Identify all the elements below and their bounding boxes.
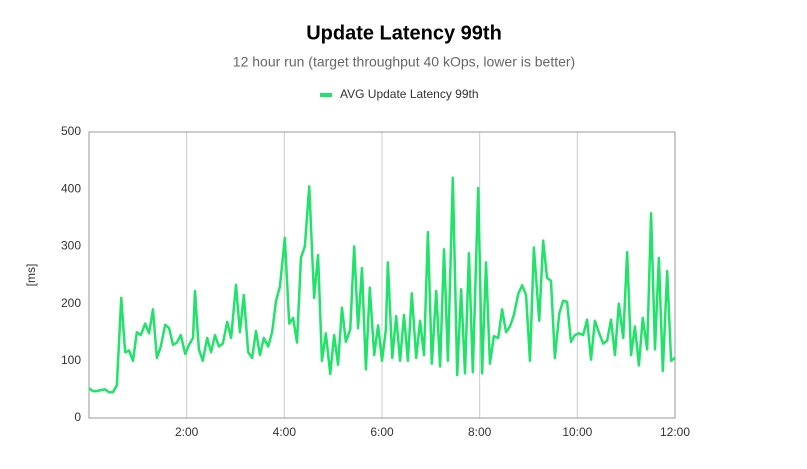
x-tick-label: 6:00: [370, 425, 394, 439]
y-tick-label: 0: [74, 410, 81, 424]
y-tick-label: 100: [61, 353, 81, 367]
y-tick-label: 400: [61, 181, 81, 195]
y-tick-label: 500: [61, 124, 81, 138]
plot-frame: [88, 131, 676, 419]
x-tick-label: 4:00: [273, 425, 297, 439]
x-tick-label: 2:00: [175, 425, 199, 439]
data-line: [88, 176, 676, 394]
x-tick-label: 8:00: [468, 425, 492, 439]
y-tick-label: 200: [61, 296, 81, 310]
x-tick-label: 10:00: [562, 425, 592, 439]
y-axis-label: [ms]: [24, 264, 38, 287]
chart-subtitle: 12 hour run (target throughput 40 kOps, …: [233, 54, 575, 70]
y-tick-label: 300: [61, 239, 81, 253]
chart-title: Update Latency 99th: [306, 22, 502, 44]
legend-label: AVG Update Latency 99th: [340, 87, 479, 101]
x-tick-label: 12:00: [660, 425, 690, 439]
